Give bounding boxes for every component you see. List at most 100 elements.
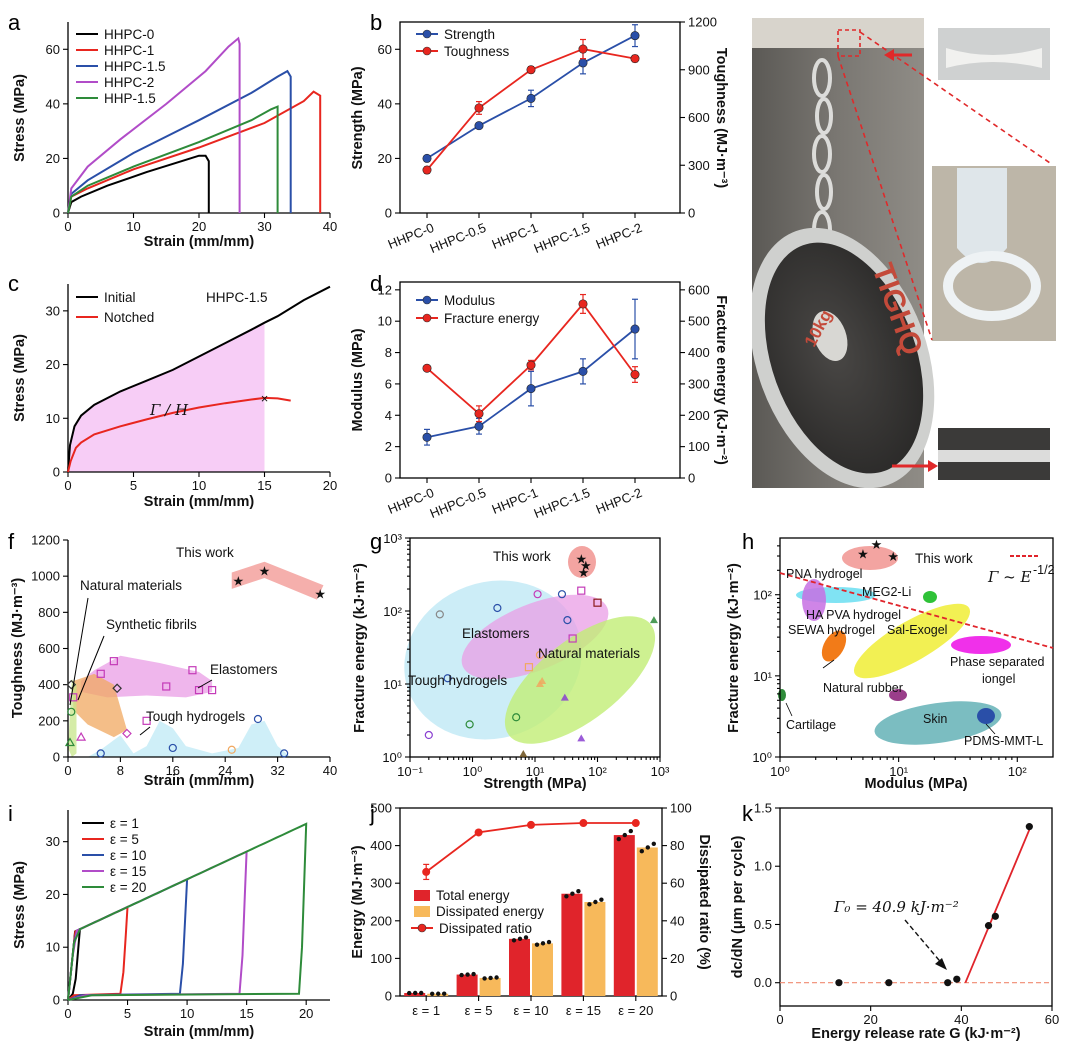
replicate-dot: [523, 935, 529, 940]
x-tick-label: 10⁰: [770, 764, 790, 779]
x-tick-label: 10²: [1008, 764, 1027, 779]
replicate-dot: [564, 894, 569, 899]
label-iongel: iongel: [982, 672, 1015, 686]
data-point: [944, 979, 952, 987]
region-this-work: [231, 561, 324, 600]
y-axis-label: Energy (MJ·m⁻³): [350, 845, 366, 958]
label-tough-hydrogels: Tough hydrogels: [408, 673, 507, 688]
region-this-work: [842, 546, 898, 570]
panel-i-chart: 0 5 10 15 20 0 10 20 30 ε = 1ε = 5ε = 10ε = 15ε =…: [12, 810, 330, 1040]
y-tick-label: 1000: [31, 569, 60, 584]
data-point: [474, 828, 483, 837]
replicate-dot: [645, 845, 650, 850]
leader-line: [985, 723, 996, 735]
panel-j-chart: 0 100 200 300 400 500 0 20 40 60 80 100 ε = 1 ε = 5 ε …: [350, 801, 712, 1019]
replicate-dot: [540, 941, 546, 946]
y-tick-label: 0: [53, 750, 60, 765]
y2-tick-label: 600: [688, 110, 710, 125]
data-point: [526, 360, 536, 370]
x-tick-label: ε = 10: [513, 1003, 548, 1018]
legend-marker: [422, 313, 432, 323]
legend-exponent: -1/2: [1033, 563, 1055, 577]
x-tick-label: 10⁻¹: [397, 764, 423, 779]
x-tick-label: 60: [1045, 1012, 1059, 1027]
data-point: [422, 165, 432, 175]
literature-point: [188, 666, 197, 675]
y-axis-label: Fracture energy (kJ·m⁻²): [726, 563, 742, 733]
y-axis-label: Toughness (MJ·m⁻³): [10, 578, 26, 718]
bar-dissipated-energy: [479, 977, 501, 996]
leader-line: [197, 679, 213, 689]
label-meg2-li: MEG2-Li: [862, 585, 911, 599]
annotation-arrow: [904, 919, 945, 967]
series-line: [67, 154, 210, 214]
y-tick-label: 300: [370, 876, 392, 891]
y-tick-label: 0: [385, 989, 392, 1004]
legend-swatch: [414, 890, 430, 901]
x-tick-label: 10¹: [889, 764, 908, 779]
fit-line: [964, 823, 1033, 984]
data-point: [630, 54, 640, 64]
x-tick-label: ε = 1: [412, 1003, 440, 1018]
this-work-point: ★: [857, 547, 869, 562]
y-tick-label: 400: [38, 677, 60, 692]
region-phase-separated: [951, 636, 1011, 654]
scaling-line: [779, 572, 1054, 649]
y2-tick-label: 100: [670, 801, 692, 816]
threshold-annotation: Γ₀ = 40.9 kJ·m⁻²: [833, 898, 959, 916]
literature-point: [112, 683, 122, 694]
x-tick-label: 0: [64, 478, 71, 493]
literature-point: [443, 674, 452, 683]
data-point: [578, 58, 588, 68]
axes-frame: [779, 807, 1053, 1007]
y-tick-label: 400: [370, 838, 392, 853]
x-tick-label: 32: [270, 763, 284, 778]
literature-point: [142, 716, 151, 725]
data-point: [526, 93, 536, 103]
series-line: [67, 90, 322, 214]
region-skin: [874, 701, 1002, 745]
literature-point: [96, 669, 105, 678]
bar-total-energy: [561, 893, 583, 996]
bar-total-energy: [456, 974, 478, 996]
x-tick-label: 0: [64, 763, 71, 778]
y2-tick-label: 80: [670, 838, 684, 853]
y2-tick-label: 400: [688, 345, 710, 360]
y-tick-label: 2: [385, 439, 392, 454]
region-sewa: [821, 630, 847, 662]
data-point: [1025, 823, 1033, 831]
this-work-point: ★: [575, 552, 587, 567]
x-tick-label: 0: [776, 1012, 783, 1027]
data-point: [835, 979, 843, 987]
series-line: [67, 877, 189, 1001]
x-tick-label: 5: [130, 478, 137, 493]
y-tick-label: 0: [385, 206, 392, 221]
y-axis-label: Modulus (MPa): [350, 328, 366, 431]
y-tick-label: 10²: [753, 588, 772, 603]
label-this-work: This work: [176, 545, 234, 560]
data-point: [630, 370, 640, 380]
label-natural-rubber: Natural rubber: [823, 681, 903, 695]
replicate-dot: [511, 938, 517, 943]
data-point: [474, 121, 484, 131]
legend-label: ε = 10: [110, 848, 146, 863]
replicate-dot: [628, 828, 633, 834]
y-tick-label: 6: [385, 376, 392, 391]
series-line: [67, 285, 331, 473]
legend-label: ε = 5: [110, 832, 139, 847]
y-tick-label: 200: [370, 913, 392, 928]
label-this-work: This work: [493, 549, 551, 564]
data-point: [631, 819, 640, 828]
literature-point: [76, 731, 87, 741]
annotation-title: HHPC-1.5: [206, 290, 268, 305]
literature-point: [519, 749, 528, 757]
x-tick-label: 20: [192, 219, 206, 234]
replicate-dot: [430, 991, 435, 997]
label-skin: Skin: [923, 712, 947, 726]
literature-point: [64, 737, 75, 747]
x-tick-label: 40: [323, 219, 337, 234]
x-axis-label: Modulus (MPa): [864, 776, 967, 792]
label-elastomers: Elastomers: [462, 626, 530, 641]
y2-tick-label: 0: [688, 206, 695, 221]
